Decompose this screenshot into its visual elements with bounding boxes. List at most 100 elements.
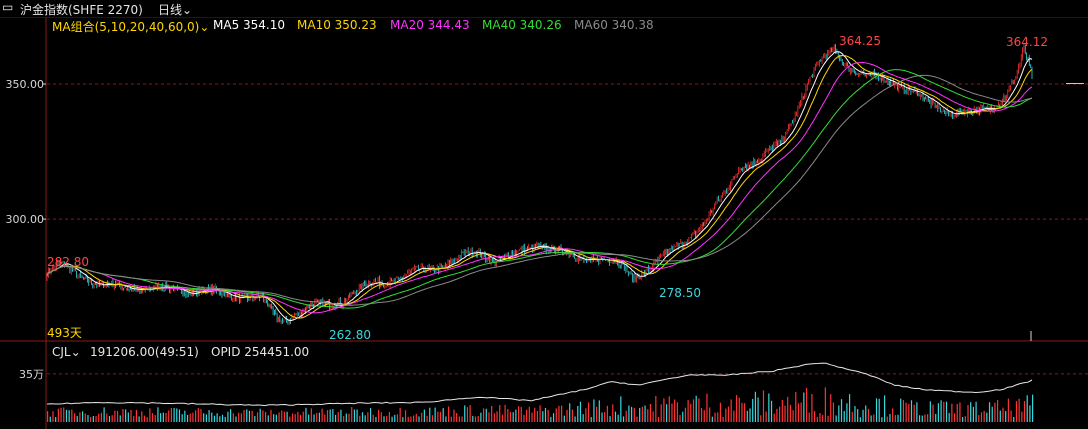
volume-bar: [326, 410, 329, 422]
volume-bar: [679, 414, 681, 422]
volume-bar: [456, 413, 458, 422]
volume-bar: [590, 417, 592, 422]
volume-bar: [221, 414, 224, 422]
volume-bar: [908, 404, 910, 422]
ma-group-label: MA组合(5,10,20,40,60,0): [52, 20, 200, 34]
ma-group-selector[interactable]: MA组合(5,10,20,40,60,0)⌄: [52, 18, 209, 35]
volume-bar: [709, 407, 711, 422]
volume-bar: [959, 402, 961, 422]
volume-bar: [65, 409, 68, 422]
volume-bar: [297, 411, 299, 422]
volume-bar: [948, 412, 950, 422]
volume-bar: [735, 395, 738, 422]
volume-bar: [779, 406, 781, 422]
chevron-down-icon: ⌄: [199, 20, 210, 34]
volume-bar: [52, 411, 54, 422]
open-interest-line: [46, 362, 1033, 407]
volume-bar: [453, 409, 455, 422]
ma-line-ma5: [46, 51, 1033, 322]
volume-bar: [900, 398, 902, 422]
volume-bar: [835, 415, 837, 422]
volume-bar: [582, 414, 584, 422]
volume-bar: [814, 411, 816, 422]
volume-bar: [752, 398, 754, 422]
volume-bar: [372, 414, 374, 422]
volume-bar: [232, 413, 234, 422]
volume-bar: [792, 410, 794, 422]
volume-bar: [787, 396, 789, 422]
volume-bar: [994, 402, 996, 422]
volume-bar: [577, 405, 579, 422]
volume-bar: [762, 390, 765, 422]
volume-bar: [391, 416, 393, 422]
volume-bar: [848, 394, 851, 422]
volume-bar: [967, 404, 969, 422]
volume-bar: [264, 411, 267, 422]
volume-bar: [334, 414, 337, 422]
volume-bar: [474, 416, 477, 422]
volume-bar: [1023, 401, 1026, 422]
volume-bar: [937, 403, 940, 422]
volume-bar: [235, 416, 237, 422]
volume-bar: [168, 410, 170, 422]
volume-bar: [1007, 398, 1009, 422]
volume-bar: [983, 410, 985, 422]
volume-bar: [534, 407, 536, 422]
volume-bar: [162, 412, 164, 422]
volume-bar: [1010, 410, 1012, 422]
volume-bar: [528, 406, 530, 422]
volume-bar: [765, 411, 767, 422]
volume-bar: [367, 412, 369, 422]
volume-bar: [135, 409, 138, 422]
volume-bar: [394, 414, 396, 422]
volume-bar: [862, 409, 864, 422]
period-label: 日线: [158, 3, 183, 17]
volume-bar: [727, 406, 730, 422]
volume-bar: [184, 410, 186, 422]
volume-bar: [749, 408, 751, 422]
volume-bar: [1021, 411, 1023, 422]
volume-bar: [248, 410, 251, 422]
volume-indicator-selector[interactable]: CJL⌄: [52, 345, 81, 359]
volume-bar: [1005, 411, 1007, 422]
start-label: 282.80: [47, 255, 89, 269]
volume-bar: [628, 405, 630, 422]
volume-bar: [668, 396, 670, 422]
volume-bar: [935, 413, 937, 422]
volume-bar: [773, 413, 775, 422]
instrument-title: 沪金指数(SHFE 2270): [20, 3, 143, 17]
volume-bar: [141, 411, 143, 422]
volume-bar: [439, 411, 442, 422]
volume-bar: [125, 409, 127, 422]
volume-bar: [421, 412, 423, 422]
volume-bar: [345, 413, 347, 422]
volume-bar: [84, 413, 86, 422]
volume-bar: [714, 412, 716, 422]
volume-bar: [310, 408, 312, 422]
volume-bar: [275, 414, 277, 422]
volume-bar: [509, 411, 512, 422]
volume-bar: [660, 404, 662, 422]
volume-bar: [795, 391, 797, 422]
volume-bar: [733, 410, 735, 422]
volume-bar: [130, 409, 132, 422]
volume-bar: [388, 412, 390, 422]
volume-bar: [267, 415, 269, 422]
volume-bar: [1002, 407, 1004, 422]
volume-bar: [585, 408, 587, 422]
volume-bar: [776, 408, 778, 422]
volume-bar: [57, 408, 59, 422]
volume-bar: [536, 410, 539, 422]
window-toggle-icon[interactable]: ▭: [2, 0, 14, 14]
volume-bar: [555, 408, 557, 422]
volume-bar: [404, 410, 407, 422]
period-selector[interactable]: 日线⌄: [158, 1, 192, 18]
volume-bar: [157, 407, 159, 422]
days-label: 493天: [47, 326, 82, 340]
volume-bar: [375, 416, 377, 422]
volume-bar: [883, 395, 886, 422]
volume-bar: [571, 409, 573, 422]
volume-bar: [108, 416, 111, 422]
volume-bar: [657, 416, 660, 422]
